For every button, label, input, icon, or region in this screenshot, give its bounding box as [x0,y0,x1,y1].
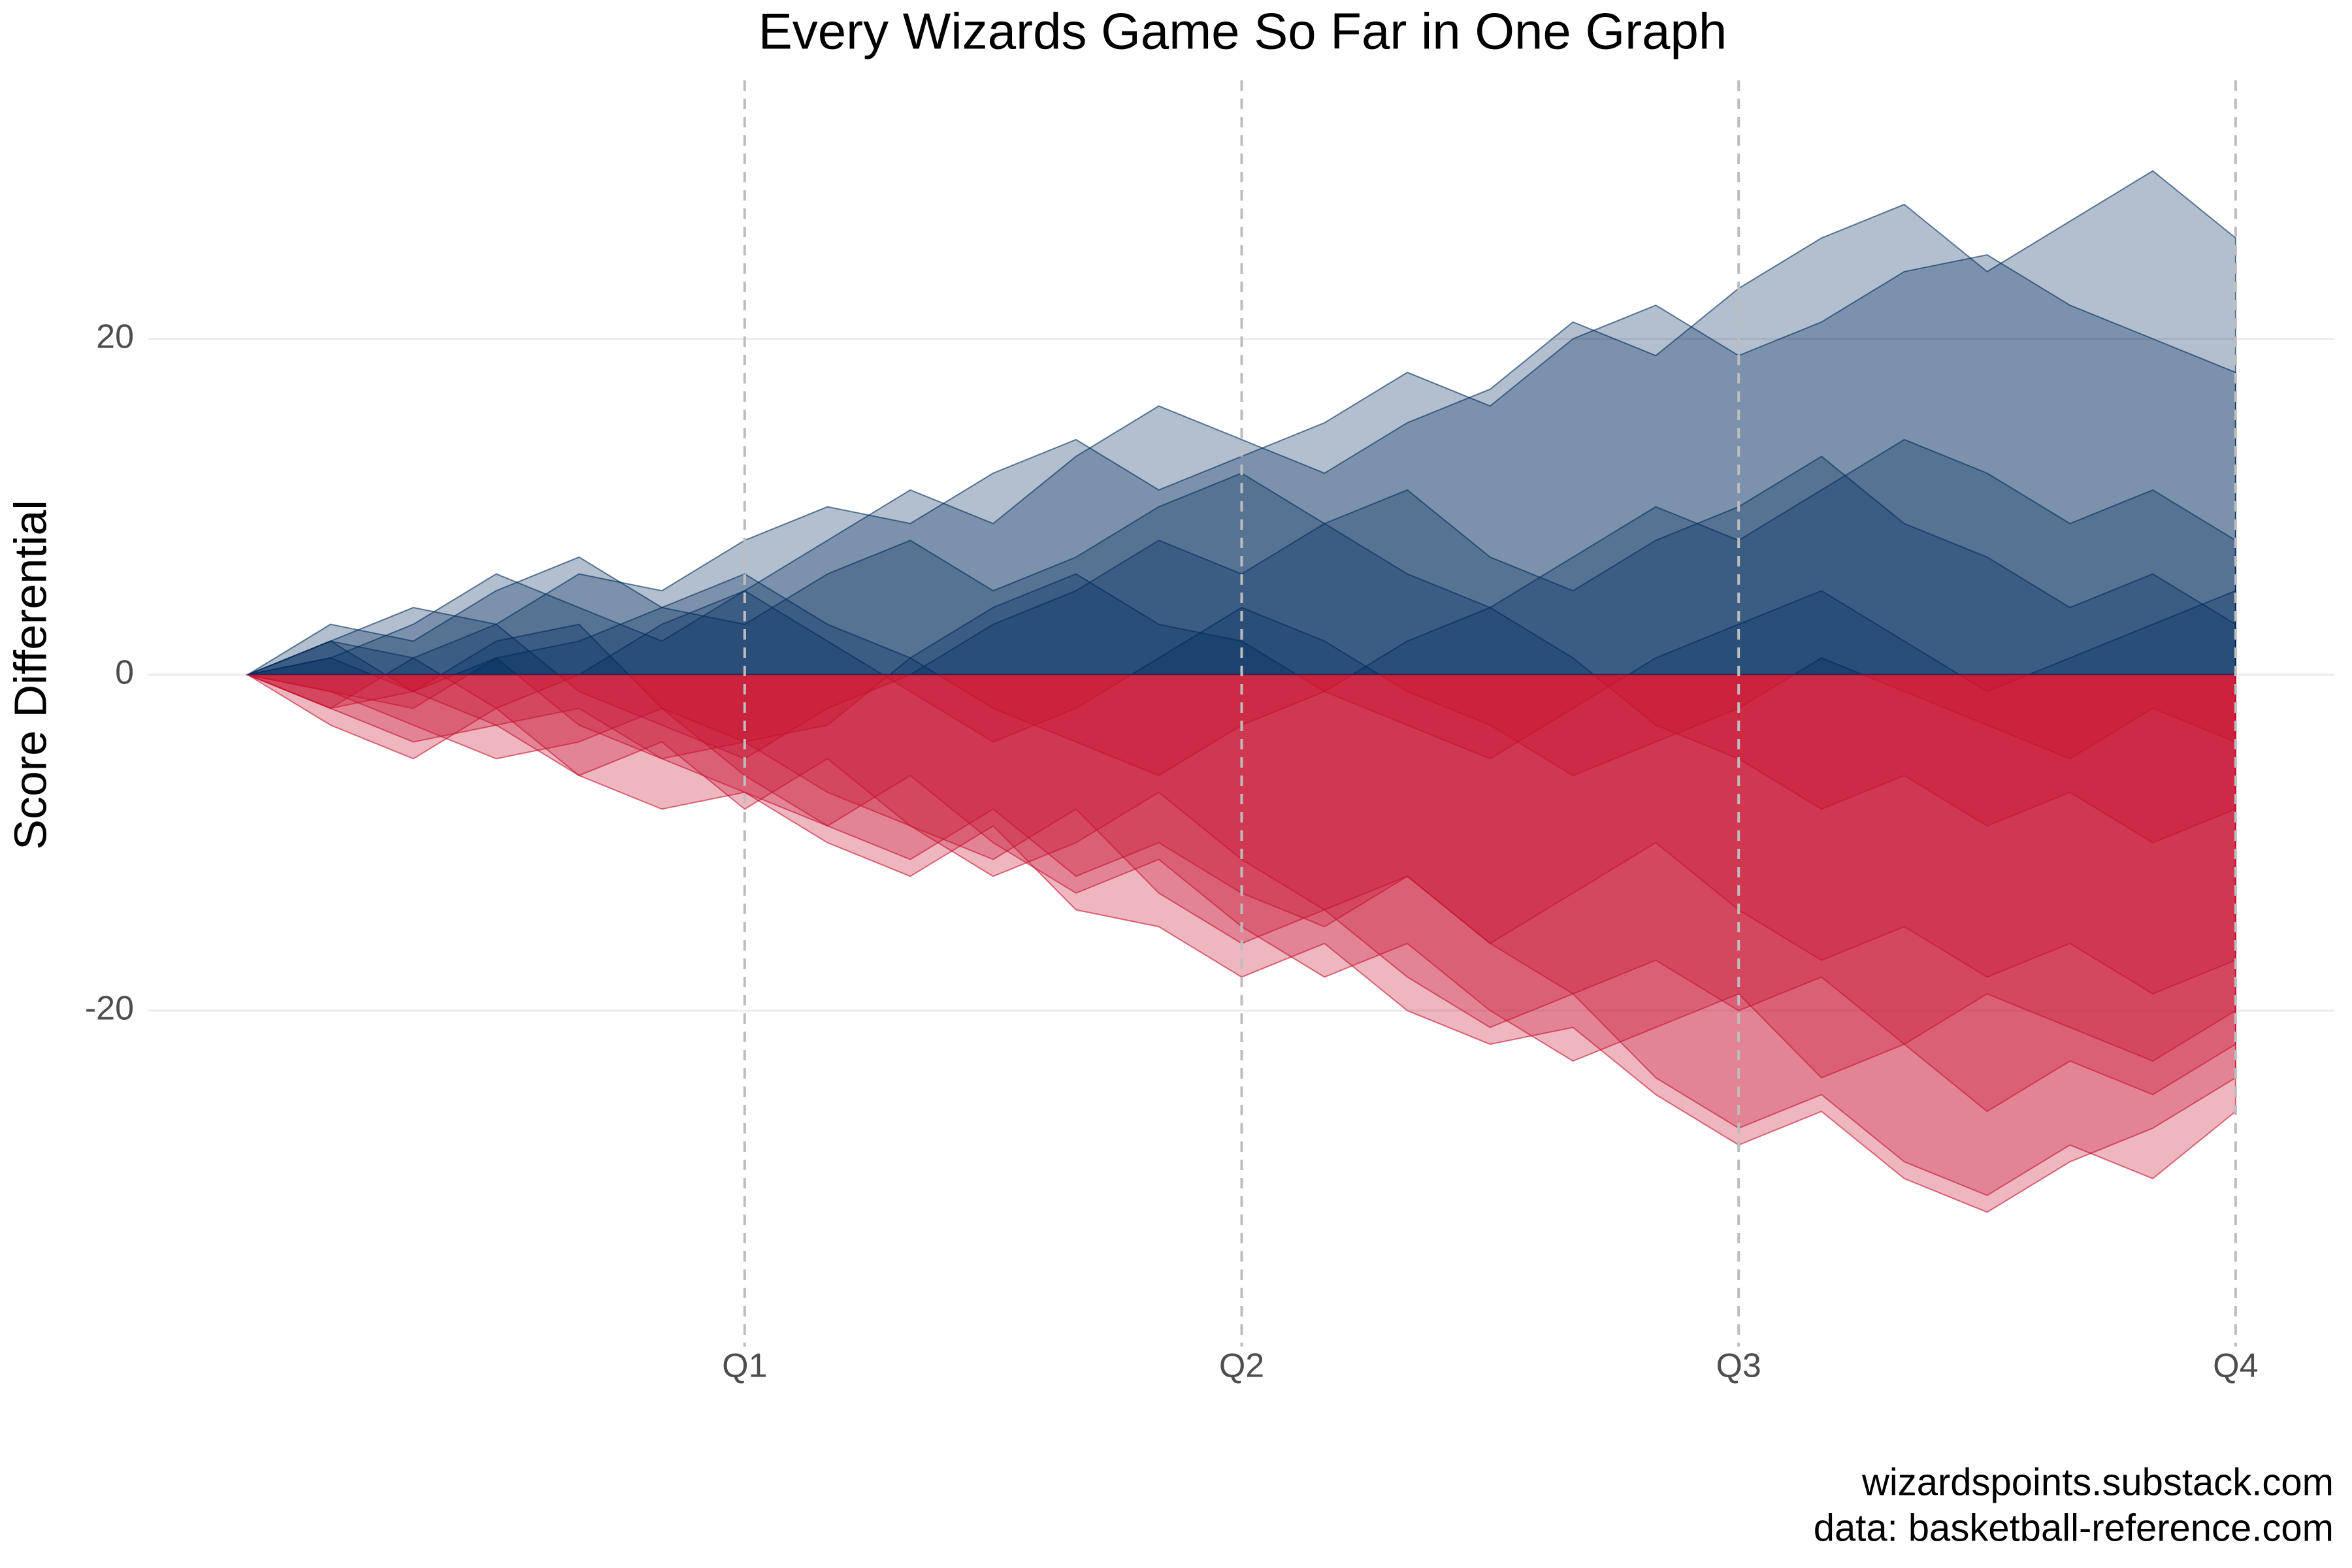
area-negative [245,674,2236,843]
x-tick-label: Q2 [1219,1347,1264,1385]
area-negative [247,674,2236,760]
x-tick-label: Q3 [1716,1347,1761,1385]
x-tick-label: Q4 [2213,1347,2258,1385]
area-negative [247,674,2236,1196]
chart-title: Every Wizards Game So Far in One Graph [759,3,1727,60]
x-tick-label: Q1 [722,1347,767,1385]
area-positive [246,556,2236,675]
y-tick-label: 20 [96,318,134,355]
area-negative [248,674,2236,777]
area-negative [247,674,2236,710]
y-tick-label: 0 [115,653,134,691]
caption: data: basketball-reference.com [1814,1507,2334,1549]
area-positive [247,170,2236,675]
area-negative [248,674,2236,1113]
y-axis-label: Score Differential [5,500,56,850]
y-tick-label: -20 [85,990,134,1028]
caption: wizardspoints.substack.com [1861,1461,2334,1503]
